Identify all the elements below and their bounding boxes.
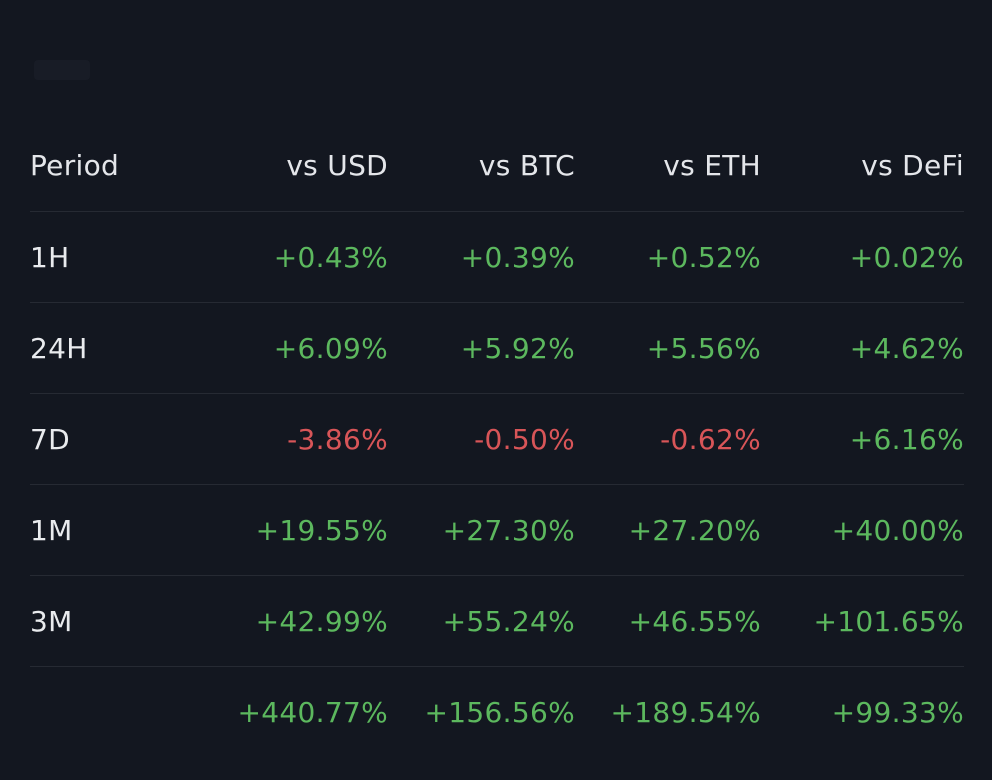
period-label: 3M (30, 604, 73, 638)
change-vs-usd: +42.99% (255, 604, 388, 638)
change-vs-eth: -0.62% (660, 422, 761, 456)
change-vs-btc: +0.39% (460, 240, 575, 274)
change-vs-usd: +6.09% (273, 331, 388, 365)
change-vs-usd: +19.55% (255, 513, 388, 547)
period-label: 24H (30, 331, 88, 365)
change-vs-btc: +55.24% (442, 604, 575, 638)
performance-table: Period vs USD vs BTC vs ETH vs DeFi 1H +… (30, 120, 964, 758)
change-vs-btc: +27.30% (442, 513, 575, 547)
change-vs-eth: +0.52% (646, 240, 761, 274)
period-label: 1H (30, 240, 70, 274)
table-row: +440.77% +156.56% +189.54% +99.33% (30, 667, 964, 758)
header-vs-defi: vs DeFi (861, 149, 964, 182)
change-vs-usd: +440.77% (237, 696, 388, 729)
header-period: Period (30, 149, 120, 182)
faded-section-title (34, 60, 90, 80)
header-vs-usd: vs USD (286, 149, 388, 182)
change-vs-eth: +27.20% (628, 513, 761, 547)
table-header-row: Period vs USD vs BTC vs ETH vs DeFi (30, 120, 964, 212)
change-vs-defi: +6.16% (849, 422, 964, 456)
table-row: 1M +19.55% +27.30% +27.20% +40.00% (30, 485, 964, 576)
change-vs-defi: +40.00% (831, 513, 964, 547)
period-label: 7D (30, 422, 70, 456)
table-row: 7D -3.86% -0.50% -0.62% +6.16% (30, 394, 964, 485)
table-row: 1H +0.43% +0.39% +0.52% +0.02% (30, 212, 964, 303)
table-row: 24H +6.09% +5.92% +5.56% +4.62% (30, 303, 964, 394)
change-vs-eth: +189.54% (610, 696, 761, 729)
table-row: 3M +42.99% +55.24% +46.55% +101.65% (30, 576, 964, 667)
change-vs-defi: +99.33% (831, 696, 964, 729)
change-vs-eth: +46.55% (628, 604, 761, 638)
change-vs-btc: +5.92% (460, 331, 575, 365)
change-vs-eth: +5.56% (646, 331, 761, 365)
change-vs-defi: +4.62% (849, 331, 964, 365)
period-label: 1M (30, 513, 73, 547)
change-vs-btc: +156.56% (424, 696, 575, 729)
header-vs-eth: vs ETH (663, 149, 761, 182)
change-vs-usd: +0.43% (273, 240, 388, 274)
header-vs-btc: vs BTC (478, 149, 575, 182)
change-vs-defi: +0.02% (849, 240, 964, 274)
change-vs-defi: +101.65% (813, 604, 964, 638)
change-vs-btc: -0.50% (474, 422, 575, 456)
change-vs-usd: -3.86% (287, 422, 388, 456)
